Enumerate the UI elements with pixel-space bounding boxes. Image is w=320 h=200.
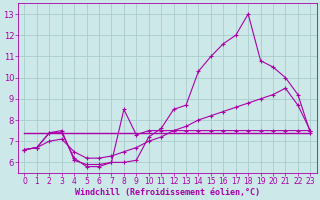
- X-axis label: Windchill (Refroidissement éolien,°C): Windchill (Refroidissement éolien,°C): [75, 188, 260, 197]
